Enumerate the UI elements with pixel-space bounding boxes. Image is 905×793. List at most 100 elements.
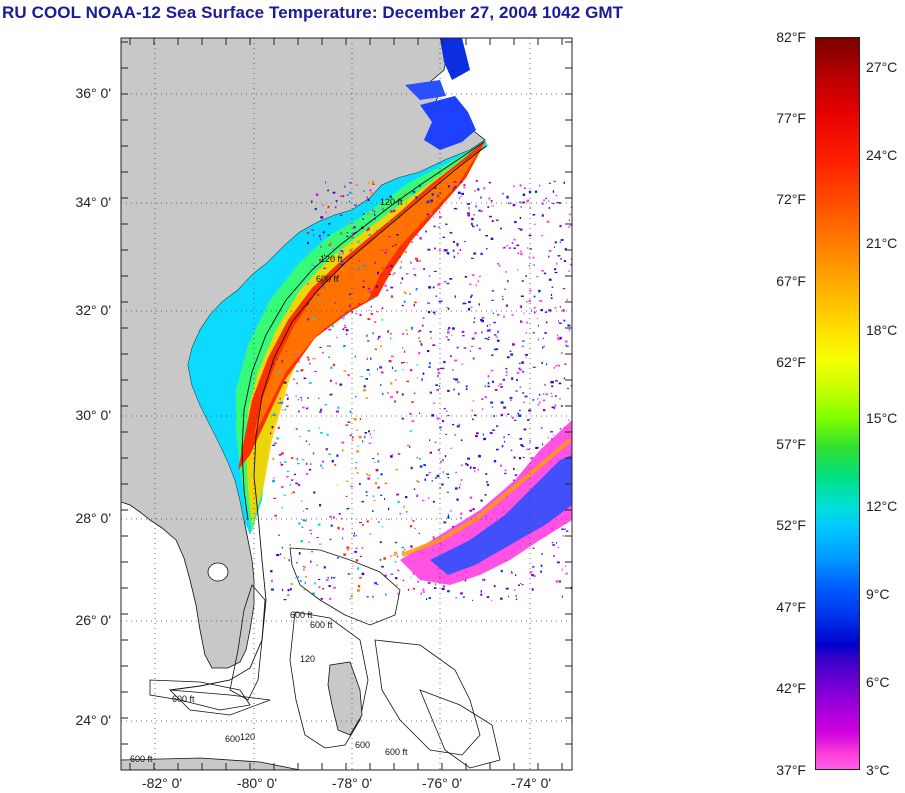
sst-pixel <box>278 454 282 456</box>
sst-pixel <box>544 383 546 386</box>
sst-pixel <box>314 208 317 211</box>
sst-pixel <box>432 286 435 289</box>
sst-pixel <box>508 202 511 204</box>
sst-pixel <box>342 215 344 217</box>
sst-pixel <box>457 425 460 428</box>
sst-pixel <box>500 386 503 388</box>
isobath-label: 600 ft <box>290 610 313 620</box>
sst-pixel <box>508 247 511 249</box>
sst-pixel <box>520 205 522 208</box>
sst-pixel <box>396 234 399 236</box>
sst-pixel <box>543 345 545 348</box>
sst-pixel <box>397 555 399 558</box>
sst-pixel <box>497 385 500 387</box>
sst-pixel <box>365 491 369 493</box>
sst-pixel <box>301 526 304 528</box>
sst-pixel <box>471 294 473 297</box>
sst-pixel <box>303 588 305 591</box>
sst-pixel <box>368 234 372 236</box>
sst-pixel <box>349 434 352 437</box>
sst-pixel <box>505 271 507 273</box>
sst-pixel <box>353 226 356 229</box>
celsius-label: 24°C <box>866 147 898 163</box>
sst-pixel <box>540 564 543 567</box>
sst-pixel <box>277 370 281 373</box>
sst-pixel <box>344 185 346 188</box>
sst-pixel <box>455 471 458 474</box>
sst-pixel <box>306 473 309 475</box>
sst-pixel <box>428 471 432 474</box>
sst-pixel <box>474 317 476 319</box>
sst-pixel <box>405 496 408 499</box>
sst-pixel <box>541 553 543 555</box>
sst-pixel <box>506 195 509 198</box>
sst-pixel <box>431 414 435 417</box>
sst-pixel <box>439 426 442 428</box>
sst-pixel <box>367 199 370 201</box>
sst-pixel <box>368 430 370 433</box>
sst-pixel <box>419 237 422 240</box>
sst-pixel <box>510 353 514 356</box>
sst-pixel <box>390 396 393 398</box>
isobath-label: 600 <box>225 734 240 744</box>
sst-pixel <box>511 242 514 244</box>
sst-pixel <box>394 243 397 246</box>
sst-pixel <box>469 466 472 469</box>
sst-pixel <box>475 180 478 182</box>
sst-pixel <box>327 577 329 579</box>
sst-pixel <box>339 383 343 386</box>
sst-pixel <box>369 291 372 293</box>
sst-pixel <box>393 209 396 212</box>
lon-label: -82° 0' <box>141 775 183 791</box>
sst-pixel <box>453 255 456 259</box>
sst-pixel <box>328 244 331 246</box>
sst-pixel <box>326 433 329 436</box>
sst-pixel <box>390 286 394 289</box>
sst-pixel <box>347 573 351 575</box>
sst-pixel <box>459 248 461 251</box>
sst-pixel <box>327 205 330 208</box>
sst-pixel <box>373 429 375 431</box>
sst-pixel <box>335 279 338 281</box>
sst-pixel <box>404 549 406 551</box>
isobath-label: 600 ft <box>172 694 195 704</box>
sst-pixel <box>508 596 510 598</box>
sst-pixel <box>390 337 392 340</box>
sst-pixel <box>531 588 534 591</box>
sst-pixel <box>342 314 345 317</box>
sst-pixel <box>537 446 540 449</box>
sst-pixel <box>503 436 505 439</box>
sst-pixel <box>456 243 459 246</box>
sst-pixel <box>298 522 301 525</box>
sst-pixel <box>529 248 532 250</box>
sst-pixel <box>520 305 522 309</box>
sst-pixel <box>552 202 555 205</box>
sst-pixel <box>442 367 445 370</box>
sst-pixel <box>282 409 284 411</box>
sst-pixel <box>522 193 526 196</box>
sst-pixel <box>431 480 433 482</box>
sst-pixel <box>357 269 360 271</box>
sst-pixel <box>544 311 547 313</box>
sst-pixel <box>491 406 494 408</box>
sst-pixel <box>552 190 555 193</box>
sst-pixel <box>520 253 523 256</box>
sst-pixel <box>438 449 440 452</box>
sst-pixel <box>425 474 429 476</box>
sst-pixel <box>395 541 398 544</box>
sst-pixel <box>418 532 420 535</box>
sst-pixel <box>465 388 468 391</box>
sst-pixel <box>522 371 525 373</box>
sst-pixel <box>388 236 391 238</box>
sst-pixel <box>504 288 506 290</box>
sst-pixel <box>306 231 310 234</box>
sst-pixel <box>380 473 383 476</box>
sst-pixel <box>558 322 562 324</box>
sst-pixel <box>480 593 483 596</box>
sst-pixel <box>542 409 546 412</box>
sst-pixel <box>512 203 516 207</box>
sst-pixel <box>395 468 398 471</box>
andros-island <box>327 661 363 736</box>
fahrenheit-label: 72°F <box>776 191 806 207</box>
sst-pixel <box>437 371 440 375</box>
